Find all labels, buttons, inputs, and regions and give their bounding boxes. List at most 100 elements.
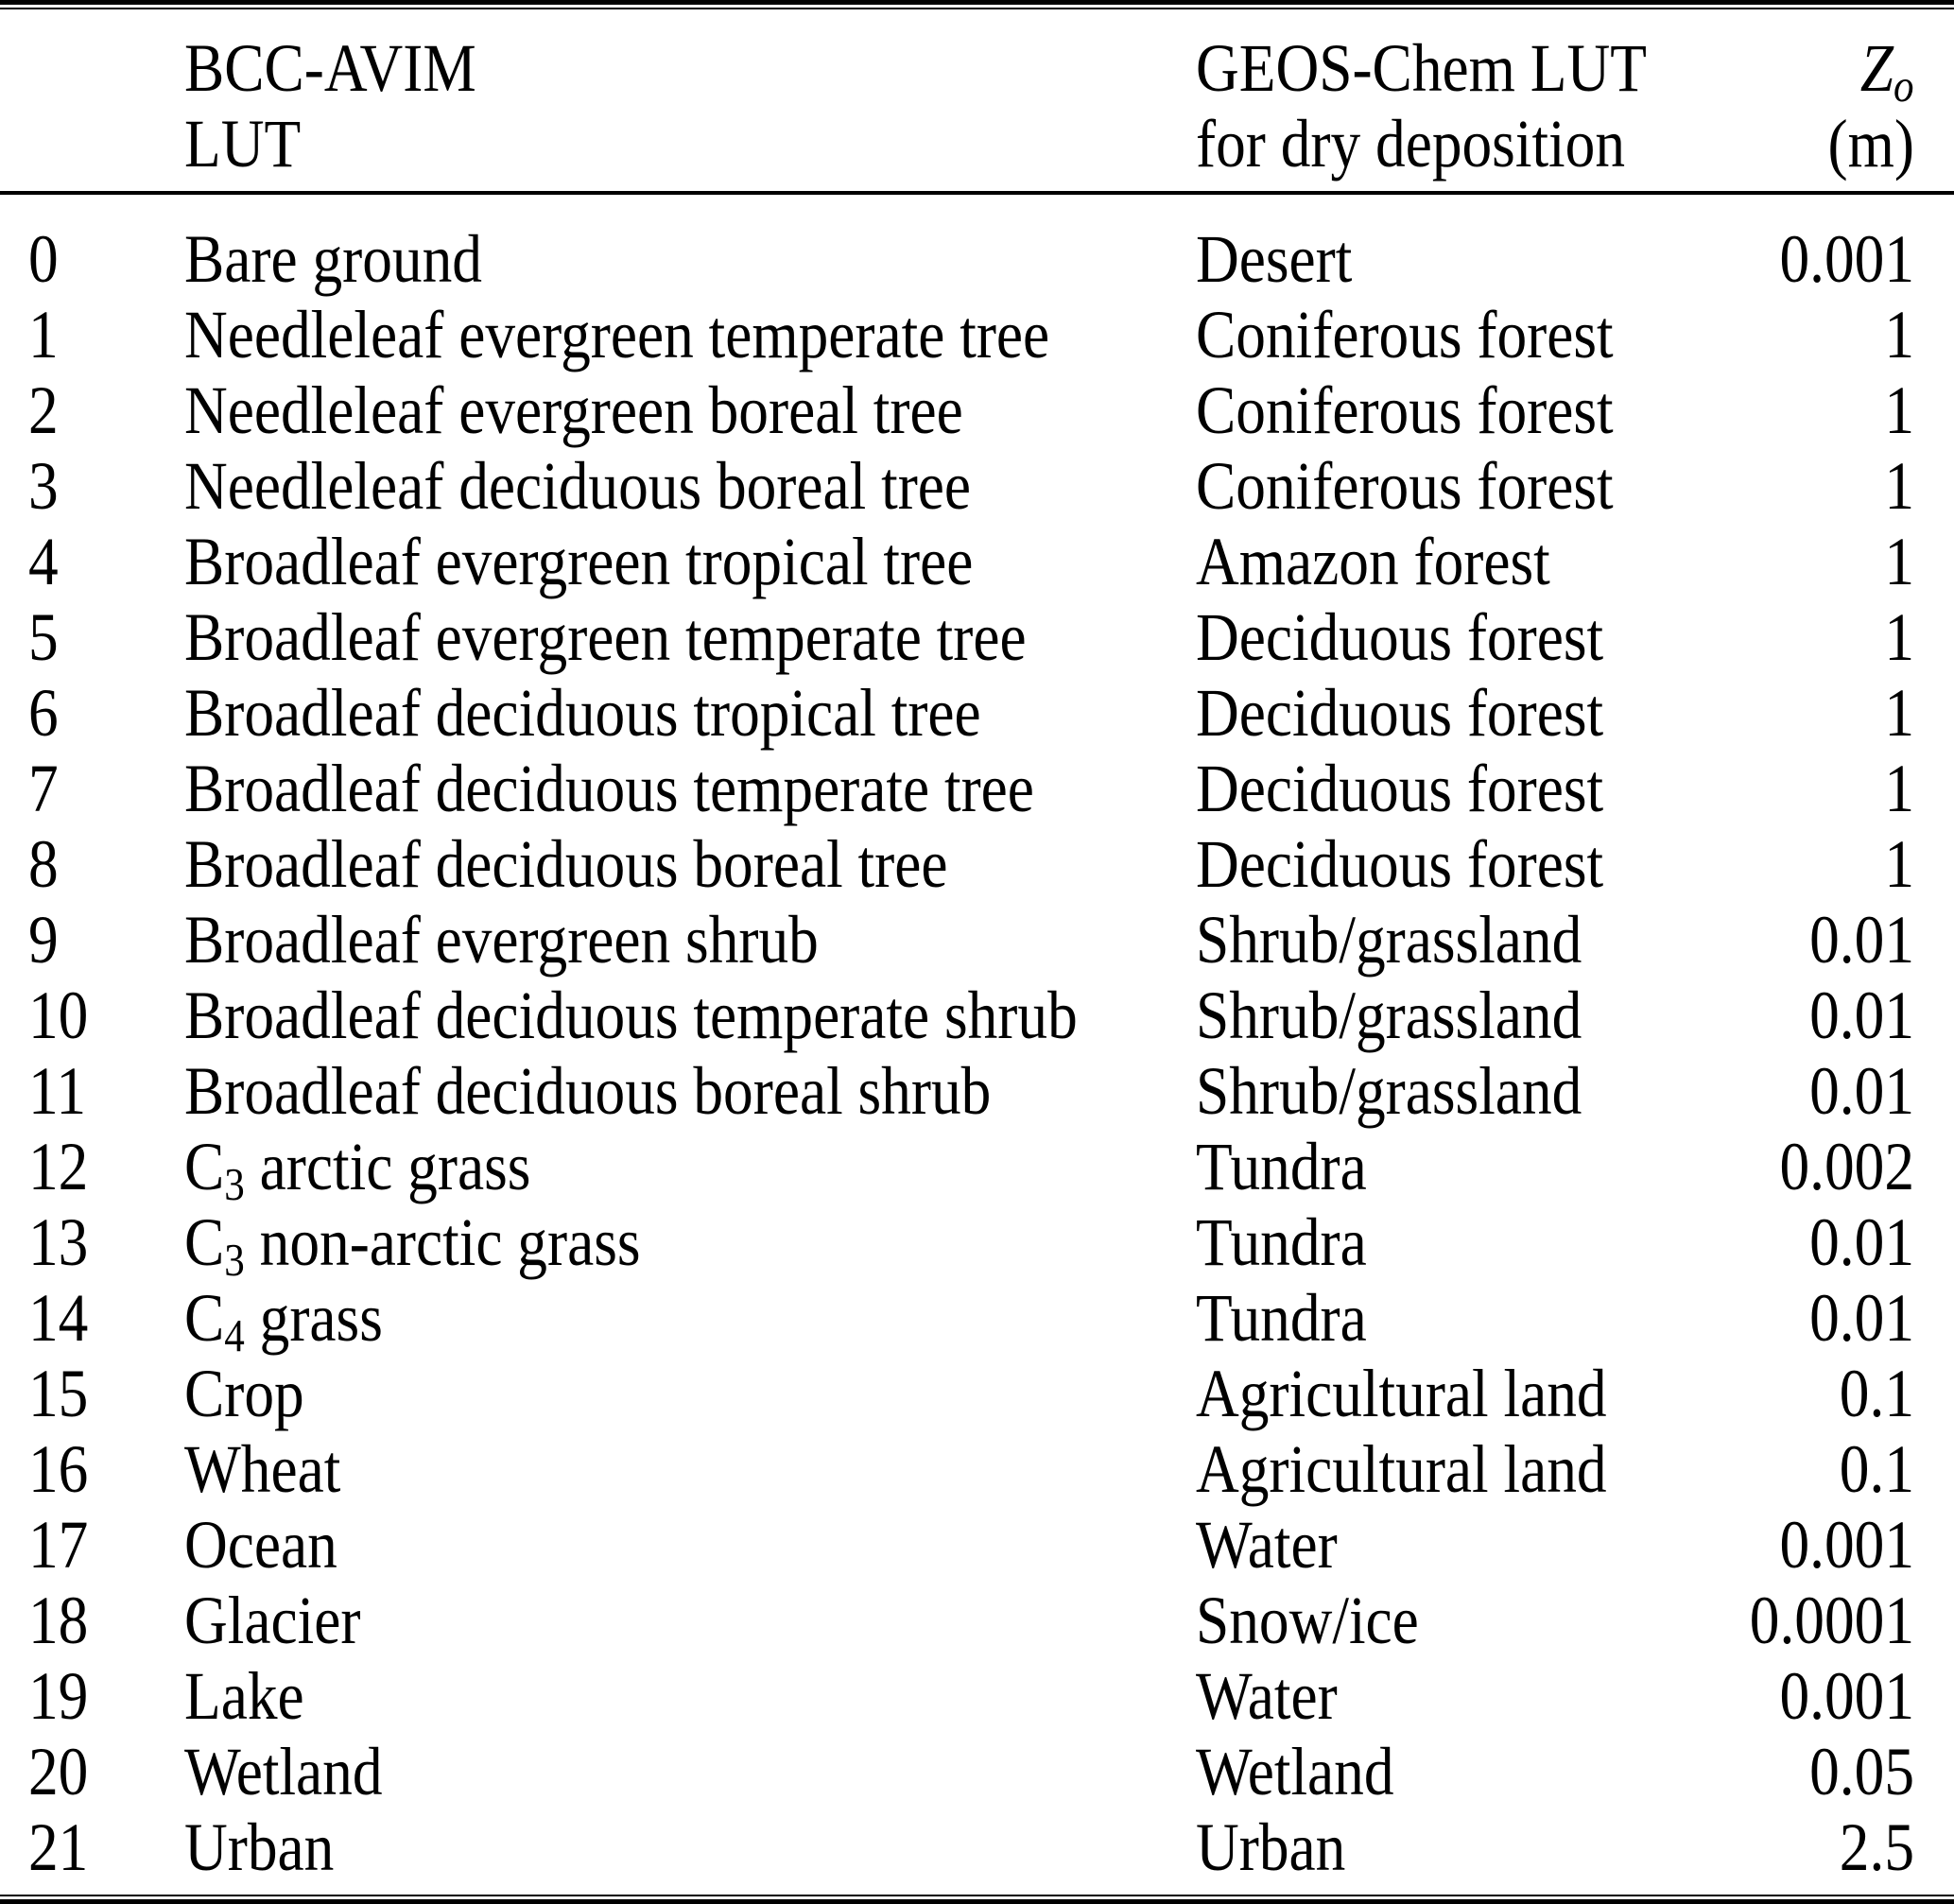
geos-chem-category: Deciduous forest (1196, 826, 1604, 902)
bcc-lut-name: Broadleaf deciduous boreal tree (184, 826, 948, 902)
header-geos-line2: for dry deposition (1196, 106, 1626, 182)
geos-chem-category: Agricultural land (1196, 1356, 1607, 1431)
z0-unit: (m) (1827, 106, 1914, 182)
header-geos-chem-lut: GEOS-Chem LUT for dry deposition (1196, 30, 1647, 182)
row-index: 5 (28, 599, 59, 675)
table-row: 8 Broadleaf deciduous boreal tree Deciduou… (0, 826, 1954, 902)
bcc-lut-name: Broadleaf deciduous boreal shrub (184, 1053, 992, 1129)
row-index: 1 (28, 297, 59, 372)
bcc-lut-name: Crop (184, 1356, 304, 1431)
bcc-lut-name: Broadleaf evergreen temperate tree (184, 599, 1027, 675)
row-index: 12 (28, 1129, 89, 1204)
table-row: 0 Bare ground Desert 0.001 (0, 221, 1954, 297)
z0-value: 0.001 (1779, 1507, 1914, 1583)
bcc-lut-name: Glacier (184, 1583, 361, 1658)
table-row: 14 C4 grass Tundra 0.01 (0, 1280, 1954, 1359)
z0-subscript: o (1893, 59, 1914, 112)
table-row: 4 Broadleaf evergreen tropical tree Amazon… (0, 524, 1954, 599)
geos-chem-category: Tundra (1196, 1204, 1367, 1280)
bcc-name-subscript: 3 (224, 1157, 245, 1210)
geos-chem-category: Amazon forest (1196, 524, 1550, 599)
row-index: 10 (28, 978, 89, 1053)
geos-chem-category: Coniferous forest (1196, 372, 1614, 448)
geos-chem-category: Coniferous forest (1196, 297, 1614, 372)
row-index: 16 (28, 1431, 89, 1507)
z0-value: 1 (1884, 448, 1914, 524)
geos-chem-category: Wetland (1196, 1734, 1394, 1809)
bcc-lut-name: Broadleaf evergreen shrub (184, 902, 819, 978)
table-row: 7 Broadleaf deciduous temperate tree Decid… (0, 751, 1954, 826)
z0-value: 0.001 (1779, 1658, 1914, 1734)
table-row: 2 Needleleaf evergreen boreal tree Conifer… (0, 372, 1954, 448)
z0-value: 0.1 (1839, 1431, 1914, 1507)
geos-chem-category: Deciduous forest (1196, 751, 1604, 826)
row-index: 19 (28, 1658, 89, 1734)
z0-value: 1 (1884, 599, 1914, 675)
table-row: 15 Crop Agricultural land 0.1 (0, 1356, 1954, 1431)
geos-chem-category: Water (1196, 1507, 1338, 1583)
geos-chem-category: Coniferous forest (1196, 448, 1614, 524)
table-row: 10 Broadleaf deciduous temperate shrub Shr… (0, 978, 1954, 1053)
table-row: 13 C3 non-arctic grass Tundra 0.01 (0, 1204, 1954, 1286)
table-row: 12 C3 arctic grass Tundra 0.002 (0, 1129, 1954, 1210)
bcc-lut-name: Wetland (184, 1734, 383, 1809)
row-index: 21 (28, 1809, 89, 1885)
geos-chem-category: Shrub/grassland (1196, 902, 1582, 978)
header-geos-line1: GEOS-Chem LUT (1196, 30, 1647, 106)
table-row: 18 Glacier Snow/ice 0.0001 (0, 1583, 1954, 1658)
header-bcc-avim-lut: BCC-AVIM LUT (184, 30, 1196, 182)
table-row: 1 Needleleaf evergreen temperate tree Coni… (0, 297, 1954, 372)
z0-value: 0.01 (1809, 1280, 1914, 1356)
bcc-lut-name: Broadleaf deciduous temperate tree (184, 751, 1034, 826)
row-index: 15 (28, 1356, 89, 1431)
z0-value: 0.01 (1809, 1053, 1914, 1129)
top-rule-thick (0, 0, 1954, 5)
z0-value: 0.1 (1839, 1356, 1914, 1431)
row-index: 13 (28, 1204, 89, 1280)
z0-value: 1 (1884, 297, 1914, 372)
bcc-lut-name: Needleleaf deciduous boreal tree (184, 448, 972, 524)
bcc-lut-name: Urban (184, 1809, 335, 1885)
z0-value: 0.01 (1809, 902, 1914, 978)
table-row: 3 Needleleaf deciduous boreal tree Conifer… (0, 448, 1954, 524)
z0-value: 1 (1884, 826, 1914, 902)
header-z0: Zo (m) (1645, 30, 1914, 182)
geos-chem-category: Deciduous forest (1196, 599, 1604, 675)
row-index: 6 (28, 675, 59, 751)
bcc-lut-name: Broadleaf deciduous tropical tree (184, 675, 981, 751)
z0-value: 0.002 (1779, 1129, 1914, 1204)
bcc-lut-name: Ocean (184, 1507, 337, 1583)
bcc-lut-name: Needleleaf evergreen temperate tree (184, 297, 1050, 372)
table-row: 17 Ocean Water 0.001 (0, 1507, 1954, 1583)
geos-chem-category: Deciduous forest (1196, 675, 1604, 751)
geos-chem-category: Agricultural land (1196, 1431, 1607, 1507)
row-index: 3 (28, 448, 59, 524)
row-index: 9 (28, 902, 59, 978)
row-index: 2 (28, 372, 59, 448)
row-index: 20 (28, 1734, 89, 1809)
bcc-name-subscript: 3 (224, 1233, 245, 1286)
bcc-lut-name: Broadleaf evergreen tropical tree (184, 524, 974, 599)
row-index: 17 (28, 1507, 89, 1583)
header-bcc-line1: BCC-AVIM (184, 30, 476, 106)
table-header: BCC-AVIM LUT GEOS-Chem LUT for dry depos… (0, 9, 1954, 182)
z0-value: 0.0001 (1749, 1583, 1914, 1658)
z0-value: 2.5 (1839, 1809, 1914, 1885)
z0-value: 1 (1884, 675, 1914, 751)
bcc-lut-name: C3 non-arctic grass (184, 1204, 641, 1286)
bcc-lut-name: C3 arctic grass (184, 1129, 531, 1210)
z0-symbol: Zo (1860, 30, 1914, 112)
z0-value: 0.001 (1779, 221, 1914, 297)
bottom-rules (0, 1895, 1954, 1904)
geos-chem-category: Shrub/grassland (1196, 1053, 1582, 1129)
row-index: 11 (28, 1053, 87, 1129)
z0-value: 0.01 (1809, 1204, 1914, 1280)
header-bcc-line2: LUT (184, 106, 302, 182)
header-index-column (28, 30, 184, 182)
z0-value: 0.01 (1809, 978, 1914, 1053)
table-body: 0 Bare ground Desert 0.001 1 Needleleaf everg… (0, 195, 1954, 1885)
bcc-lut-name: Lake (184, 1658, 304, 1734)
bcc-lut-name: Broadleaf deciduous temperate shrub (184, 978, 1078, 1053)
row-index: 4 (28, 524, 59, 599)
